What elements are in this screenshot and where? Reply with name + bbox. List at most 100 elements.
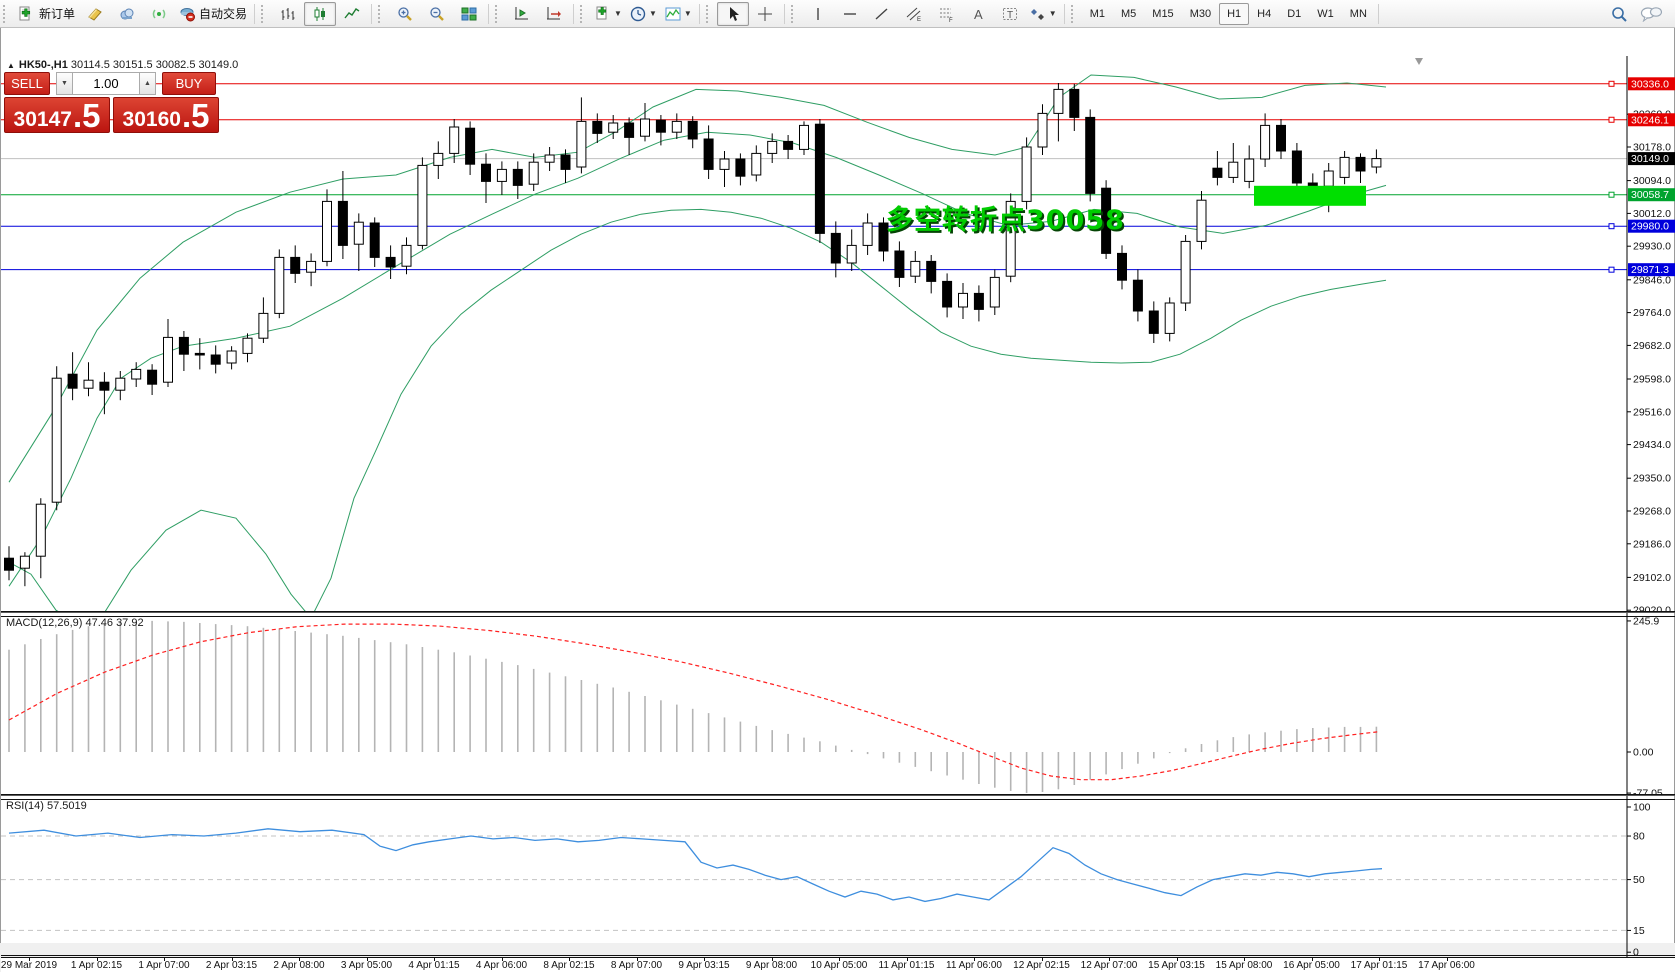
toolbar-grip[interactable]: [1070, 4, 1078, 23]
equidistant-channel-button[interactable]: E: [898, 2, 930, 26]
search-button[interactable]: [1603, 2, 1635, 26]
timeframe-h1[interactable]: H1: [1219, 2, 1250, 25]
zoom-in-icon: [397, 6, 413, 22]
timeframe-m5[interactable]: M5: [1121, 7, 1137, 20]
toolbar-separator: [488, 3, 490, 24]
bar-chart-button[interactable]: [272, 2, 304, 26]
svg-text:29350.0: 29350.0: [1633, 473, 1671, 485]
community-button[interactable]: [111, 2, 143, 26]
trendline-button[interactable]: [866, 2, 898, 26]
time-label: 2 Apr 08:00: [273, 960, 325, 971]
buy-button[interactable]: BUY: [162, 72, 216, 95]
svg-text:245.9: 245.9: [1633, 615, 1659, 627]
buy-price-int: 30160: [122, 108, 181, 131]
text-label-button[interactable]: T: [994, 2, 1026, 26]
timeframe-w1[interactable]: W1: [1317, 7, 1334, 20]
timeframe-mn[interactable]: MN: [1349, 7, 1367, 20]
time-axis[interactable]: 29 Mar 2019 1 Apr 02:15 1 Apr 07:00 2 Apr 0…: [1, 957, 1675, 972]
macd-splitter[interactable]: [1, 612, 1675, 613]
timeframe-m30[interactable]: M30: [1189, 7, 1212, 20]
time-label: 4 Apr 06:00: [475, 960, 528, 971]
cursor-button[interactable]: [716, 1, 749, 26]
toolbar-grip[interactable]: [3, 4, 10, 23]
signals-button[interactable]: [143, 2, 175, 26]
zoom-out-button[interactable]: [421, 2, 453, 26]
arrows-button[interactable]: ▼: [1026, 2, 1061, 26]
svg-text:29682.0: 29682.0: [1633, 340, 1671, 352]
zoom-in-button[interactable]: [389, 2, 421, 26]
toolbar-separator: [783, 3, 785, 24]
auto-scroll-button[interactable]: [538, 2, 570, 26]
time-label: 11 Apr 01:15: [878, 960, 935, 971]
toolbar-grip[interactable]: [705, 4, 713, 23]
chart-ohlc: 30114.5 30151.5 30082.5 30149.0: [70, 59, 239, 71]
rsi-splitter[interactable]: [1, 795, 1675, 796]
chat-icon: [1640, 6, 1662, 22]
chart-window[interactable]: ▲ HK50-,H1 30114.5 30151.5 30082.5 30149.…: [0, 28, 1675, 972]
charts-button[interactable]: [79, 2, 111, 26]
templates-button[interactable]: ▼: [591, 2, 626, 26]
svg-text:29980.0: 29980.0: [1631, 221, 1669, 233]
toolbar-grip[interactable]: [580, 4, 587, 23]
chat-button[interactable]: [1635, 2, 1667, 26]
horizontal-line-button[interactable]: [834, 2, 866, 26]
line-chart-button[interactable]: [336, 2, 368, 26]
timeframe-h4[interactable]: H4: [1257, 7, 1272, 20]
toolbar-grip[interactable]: [261, 4, 268, 23]
price-chart-canvas[interactable]: 30260.030178.030094.030012.029930.029846…: [1, 56, 1675, 612]
tile-windows-button[interactable]: [453, 2, 485, 26]
macd-pane-canvas[interactable]: 245.9 0.00 -77.05: [1, 613, 1675, 796]
rsi-label: RSI(14) 57.5019: [6, 800, 87, 812]
horizontal-line-icon: [842, 6, 858, 22]
candle-chart-icon: [312, 6, 328, 22]
new-order-icon: [18, 6, 35, 22]
clock-icon: [630, 6, 646, 22]
time-label: 15 Apr 03:15: [1148, 960, 1205, 971]
cursor-icon: [725, 6, 741, 22]
cloud-icon: [119, 6, 135, 22]
svg-text:29102.0: 29102.0: [1633, 572, 1671, 584]
time-label: 2 Apr 03:15: [205, 960, 258, 971]
time-label: 4 Apr 01:15: [408, 960, 460, 971]
svg-text:F: F: [949, 18, 953, 22]
text-label-icon: T: [1002, 6, 1018, 22]
chevron-down-icon: ▼: [683, 9, 692, 18]
sell-button[interactable]: SELL: [4, 72, 50, 95]
buy-price-button[interactable]: 30160 .5: [113, 97, 219, 133]
svg-text:29186.0: 29186.0: [1633, 538, 1671, 550]
periods-button[interactable]: ▼: [626, 2, 661, 26]
toolbar-separator: [254, 3, 256, 24]
vertical-line-button[interactable]: [802, 2, 834, 26]
svg-text:0.00: 0.00: [1633, 747, 1654, 759]
svg-text:E: E: [917, 17, 921, 22]
text-button[interactable]: A: [962, 2, 994, 26]
timeframe-m1[interactable]: M1: [1089, 7, 1105, 20]
autotrade-button[interactable]: 自动交易: [175, 2, 251, 26]
svg-text:29434.0: 29434.0: [1633, 439, 1671, 451]
signal-icon: [151, 6, 167, 22]
toolbar-grip[interactable]: [378, 4, 385, 23]
toolbar-grip[interactable]: [495, 4, 502, 23]
volume-stepper: ▼ 1.00 ▲: [56, 72, 156, 95]
volume-input[interactable]: 1.00: [73, 72, 139, 95]
chart-collapse-icon[interactable]: ▲: [7, 61, 15, 70]
volume-increase-button[interactable]: ▲: [139, 72, 156, 95]
volume-decrease-button[interactable]: ▼: [56, 72, 73, 95]
time-label: 1 Apr 07:00: [138, 960, 190, 971]
text-a-icon: A: [970, 6, 986, 22]
chart-shift-button[interactable]: [506, 2, 538, 26]
toolbar-separator: [698, 3, 700, 24]
timeframe-d1[interactable]: D1: [1287, 7, 1302, 20]
indicators-button[interactable]: ▼: [661, 2, 696, 26]
sell-price-button[interactable]: 30147 .5: [4, 97, 110, 133]
svg-text:30336.0: 30336.0: [1631, 78, 1669, 90]
fibonacci-button[interactable]: F: [930, 2, 962, 26]
new-order-button[interactable]: 新订单: [14, 2, 79, 26]
candle-chart-button[interactable]: [304, 1, 337, 26]
time-label: 17 Apr 06:00: [1418, 960, 1475, 971]
crosshair-button[interactable]: [749, 2, 781, 26]
zoom-out-icon: [429, 6, 445, 22]
timeframe-m15[interactable]: M15: [1152, 7, 1174, 20]
toolbar-grip[interactable]: [790, 4, 798, 23]
